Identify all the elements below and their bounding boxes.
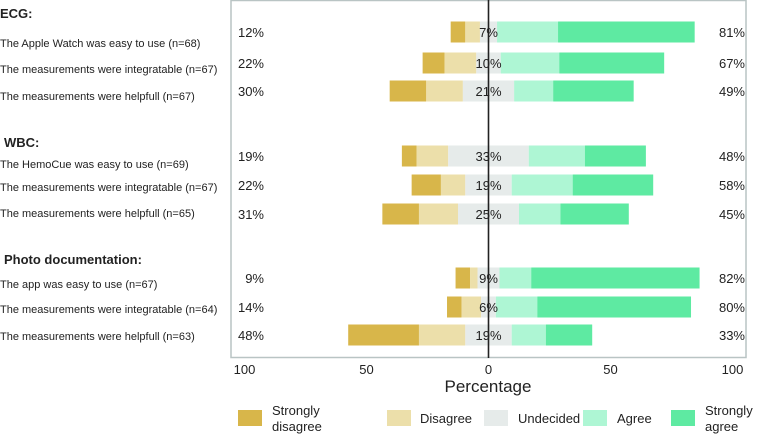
bar-segment-a <box>495 296 538 318</box>
bar-segment-sa <box>584 145 646 167</box>
group-title: Photo documentation: <box>4 252 142 267</box>
bar-segment-sd <box>455 267 471 289</box>
bar-segment-d <box>461 296 482 318</box>
bar-segment-sa <box>558 21 695 43</box>
bar-segment-sd <box>450 21 466 43</box>
bar-segment-sa <box>553 80 634 102</box>
legend-label: disagree <box>272 419 322 434</box>
disagree-total-label: 30% <box>238 84 264 99</box>
x-tick-label: 100 <box>722 362 744 377</box>
bar-segment-sa <box>572 174 654 196</box>
legend-swatch-sa <box>671 410 695 426</box>
legend-label: Agree <box>617 411 652 426</box>
bar-segment-d <box>444 52 477 74</box>
row-label: The measurements were integratable (n=67… <box>0 182 217 194</box>
bar-segment-sd <box>411 174 441 196</box>
row-label: The measurements were integratable (n=67… <box>0 64 217 76</box>
bar-segment-d <box>418 324 466 346</box>
bar-segment-a <box>499 267 532 289</box>
group-title: WBC: <box>4 135 39 150</box>
row-label: The app was easy to use (n=67) <box>0 279 157 291</box>
disagree-total-label: 22% <box>238 178 264 193</box>
legend-label: Undecided <box>518 411 580 426</box>
bar-segment-d <box>440 174 466 196</box>
x-tick-label: 0 <box>485 362 492 377</box>
bar-segment-a <box>511 174 573 196</box>
agree-total-label: 48% <box>719 149 745 164</box>
bar-segment-sd <box>382 203 419 225</box>
legend-label: Strongly <box>272 403 320 418</box>
x-tick-label: 50 <box>359 362 373 377</box>
bar-segment-d <box>426 80 463 102</box>
bar-segment-sa <box>559 52 665 74</box>
x-axis-title: Percentage <box>445 377 532 396</box>
disagree-total-label: 14% <box>238 300 264 315</box>
legend-swatch-sd <box>238 410 262 426</box>
legend-label: agree <box>705 419 738 434</box>
row-label: The measurements were integratable (n=64… <box>0 304 217 316</box>
legend-label: Strongly <box>705 403 753 418</box>
disagree-total-label: 48% <box>238 328 264 343</box>
bar-segment-a <box>497 21 559 43</box>
disagree-total-label: 12% <box>238 25 264 40</box>
disagree-total-label: 9% <box>245 271 264 286</box>
legend-swatch-a <box>583 410 607 426</box>
row-label: The measurements were helpfull (n=63) <box>0 331 195 343</box>
bar-segment-sa <box>537 296 692 318</box>
bars-layer: 7%12% 81%10%22% 67%21%30% 49%33%19% 48%19%22… <box>238 21 745 346</box>
row-label: The HemoCue was easy to use (n=69) <box>0 159 189 171</box>
bar-segment-d <box>465 21 480 43</box>
row-label: The Apple Watch was easy to use (n=68) <box>0 38 200 50</box>
row-label: The measurements were helpfull (n=67) <box>0 91 195 103</box>
bar-segment-a <box>528 145 585 167</box>
disagree-total-label: 22% <box>238 56 264 71</box>
bar-segment-d <box>416 145 449 167</box>
agree-total-label: 81% <box>719 25 745 40</box>
x-tick-label: 50 <box>603 362 617 377</box>
legend-swatch-u <box>484 410 508 426</box>
agree-total-label: 49% <box>719 84 745 99</box>
bar-segment-d <box>470 267 478 289</box>
group-title: ECG: <box>0 6 33 21</box>
disagree-total-label: 31% <box>238 207 264 222</box>
bar-segment-sa <box>531 267 700 289</box>
bar-segment-d <box>418 203 458 225</box>
agree-total-label: 45% <box>719 207 745 222</box>
disagree-total-label: 19% <box>238 149 264 164</box>
bar-segment-sa <box>545 324 593 346</box>
bar-segment-sd <box>389 80 427 102</box>
row-labels: ECG: The Apple Watch was easy to use (n=6… <box>0 6 217 343</box>
agree-total-label: 80% <box>719 300 745 315</box>
bar-segment-a <box>514 80 554 102</box>
bar-segment-a <box>511 324 546 346</box>
bar-segment-sd <box>422 52 445 74</box>
agree-total-label: 33% <box>719 328 745 343</box>
agree-total-label: 67% <box>719 56 745 71</box>
agree-total-label: 58% <box>719 178 745 193</box>
bar-segment-sd <box>447 296 462 318</box>
bar-segment-sd <box>401 145 417 167</box>
legend-label: Disagree <box>420 411 472 426</box>
row-label: The measurements were helpfull (n=65) <box>0 208 195 220</box>
bar-segment-a <box>519 203 561 225</box>
x-tick-label: 100 <box>234 362 256 377</box>
legend-swatch-d <box>387 410 411 426</box>
agree-total-label: 82% <box>719 271 745 286</box>
bar-segment-sa <box>560 203 629 225</box>
bar-segment-a <box>500 52 560 74</box>
bar-segment-sd <box>348 324 419 346</box>
x-axis-ticks: 100 50 0 50 100 <box>234 362 744 377</box>
